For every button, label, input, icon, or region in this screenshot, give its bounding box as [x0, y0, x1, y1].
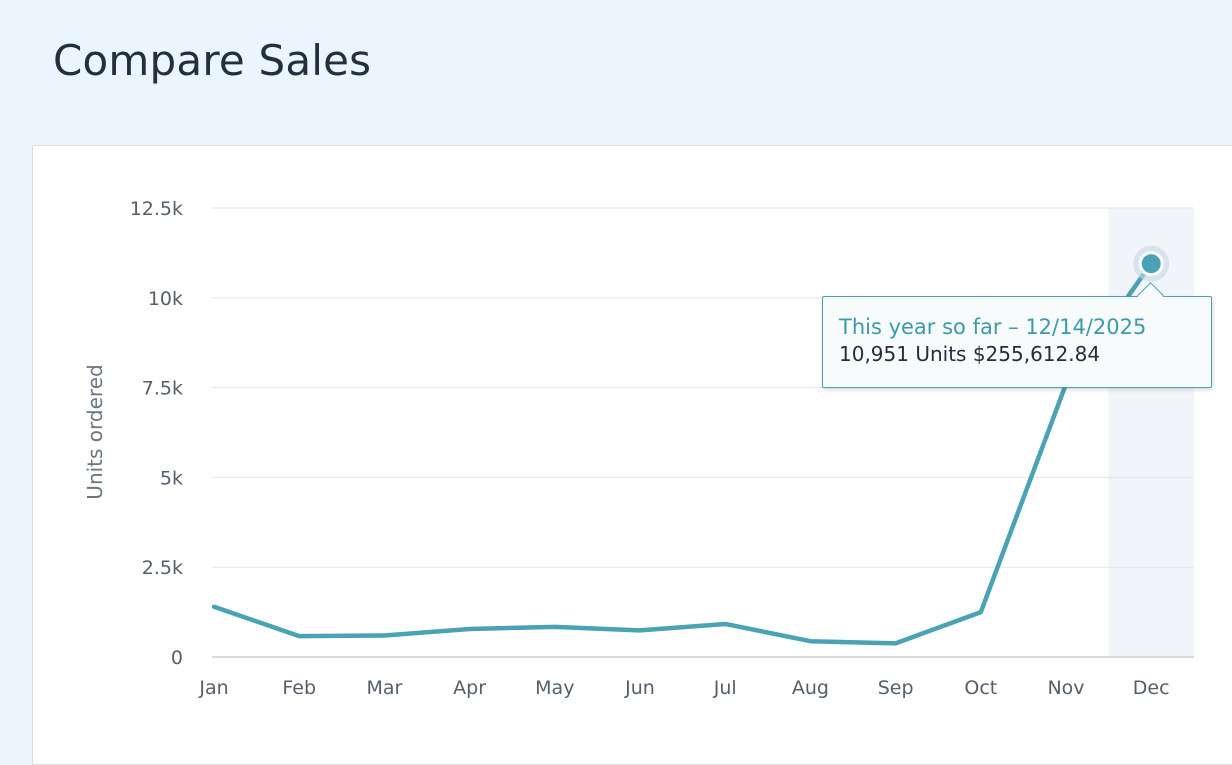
- x-tick-label: May: [535, 677, 574, 699]
- data-point[interactable]: [1138, 251, 1164, 277]
- data-point[interactable]: [976, 607, 986, 617]
- tooltip-title: This year so far – 12/14/2025: [839, 315, 1147, 339]
- y-tick-label: 10k: [148, 288, 183, 310]
- y-tick-label: 7.5k: [142, 378, 183, 400]
- data-point[interactable]: [720, 619, 730, 629]
- x-tick-label: Nov: [1047, 677, 1084, 699]
- y-tick-label: 12.5k: [130, 198, 183, 220]
- x-tick-label: Dec: [1133, 677, 1170, 699]
- data-point[interactable]: [891, 638, 901, 648]
- chart-tooltip: This year so far – 12/14/2025 10,951 Uni…: [822, 282, 1212, 388]
- chart-panel: [32, 145, 1232, 765]
- data-point[interactable]: [379, 630, 389, 640]
- x-tick-label: Jul: [713, 677, 737, 699]
- x-tick-label: Jan: [198, 677, 228, 699]
- x-tick-label: Aug: [792, 677, 829, 699]
- x-tick-label: Oct: [964, 677, 997, 699]
- data-point[interactable]: [294, 631, 304, 641]
- x-tick-label: Jun: [624, 677, 655, 699]
- y-tick-label: 0: [171, 647, 183, 669]
- series-line[interactable]: [211, 261, 1154, 646]
- data-point[interactable]: [805, 636, 815, 646]
- page-title: Compare Sales: [53, 36, 372, 85]
- data-point[interactable]: [209, 602, 219, 612]
- y-tick-label: 5k: [160, 467, 183, 489]
- x-tick-label: Apr: [453, 677, 486, 699]
- x-tick-label: Mar: [366, 677, 402, 699]
- y-axis-title: Units ordered: [83, 364, 107, 499]
- x-tick-label: Sep: [878, 677, 914, 699]
- y-tick-label: 2.5k: [142, 557, 183, 579]
- data-point[interactable]: [550, 622, 560, 632]
- x-tick-label: Feb: [282, 677, 316, 699]
- data-point[interactable]: [635, 625, 645, 635]
- data-point[interactable]: [465, 624, 475, 634]
- tooltip-body: 10,951 Units $255,612.84: [839, 342, 1101, 366]
